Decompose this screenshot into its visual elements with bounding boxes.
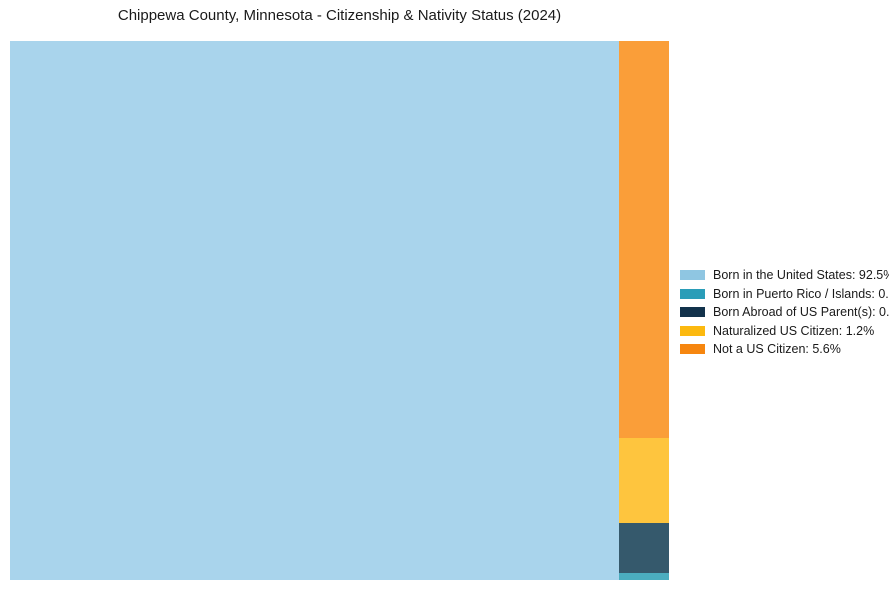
treemap-rect-not-a-us-citizen	[618, 41, 669, 439]
legend-swatch-not-a-us-citizen	[680, 344, 705, 355]
legend-row-naturalized-us-citizen: Naturalized US Citizen: 1.2%	[680, 322, 889, 341]
treemap-plot-area	[10, 41, 669, 580]
legend-row-born-abroad-of-us-parents: Born Abroad of US Parent(s): 0.7%	[680, 303, 889, 322]
legend-swatch-born-abroad-of-us-parents	[680, 307, 705, 318]
chart-title: Chippewa County, Minnesota - Citizenship…	[117, 7, 562, 24]
treemap-side-column	[618, 41, 669, 580]
legend-swatch-born-in-us	[680, 270, 705, 281]
treemap-rect-born-abroad-of-us-parents	[618, 523, 669, 573]
legend-row-born-in-puerto-rico-islands: Born in Puerto Rico / Islands: 0.1%	[680, 285, 889, 304]
legend-label-naturalized-us-citizen: Naturalized US Citizen: 1.2%	[713, 323, 875, 338]
legend-label-not-a-us-citizen: Not a US Citizen: 5.6%	[713, 342, 841, 356]
legend-label-born-in-us: Born in the United States: 92.5%	[713, 268, 889, 282]
treemap-rect-born-in-us	[10, 41, 619, 580]
legend-row-not-a-us-citizen: Not a US Citizen: 5.6%	[680, 340, 889, 359]
treemap-rect-naturalized-us-citizen	[618, 438, 669, 524]
legend-row-born-in-us: Born in the United States: 92.5%	[680, 266, 889, 285]
legend-label-born-in-puerto-rico-islands: Born in Puerto Rico / Islands: 0.1%	[713, 286, 889, 301]
legend-swatch-born-in-puerto-rico-islands	[680, 288, 705, 299]
treemap-rect-born-in-puerto-rico-islands	[618, 572, 669, 580]
legend-label-born-abroad-of-us-parents: Born Abroad of US Parent(s): 0.7%	[713, 305, 889, 319]
legend-swatch-naturalized-us-citizen	[680, 325, 705, 336]
legend: Born in the United States: 92.5% Born in …	[680, 266, 889, 359]
